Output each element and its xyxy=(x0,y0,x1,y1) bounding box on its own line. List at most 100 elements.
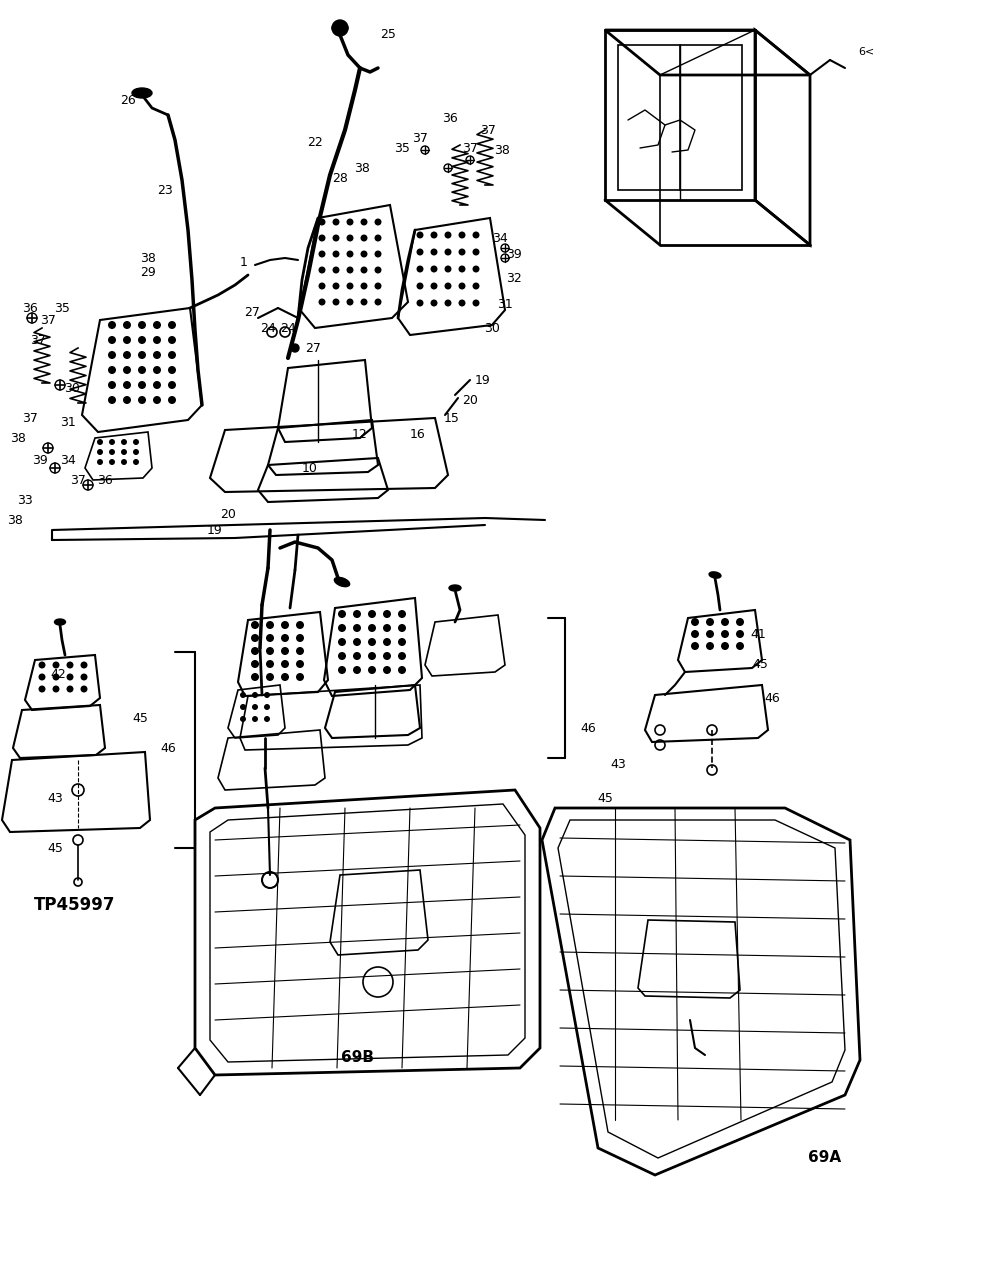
Circle shape xyxy=(346,267,353,273)
Circle shape xyxy=(291,345,299,352)
Text: 25: 25 xyxy=(380,28,396,42)
Circle shape xyxy=(332,20,348,36)
Circle shape xyxy=(240,704,246,709)
Text: 39: 39 xyxy=(32,453,48,467)
Circle shape xyxy=(153,382,161,389)
Circle shape xyxy=(346,299,353,305)
Circle shape xyxy=(138,351,146,359)
Circle shape xyxy=(281,660,289,669)
Circle shape xyxy=(109,459,115,464)
Circle shape xyxy=(264,692,270,698)
Circle shape xyxy=(458,300,465,306)
Text: 37: 37 xyxy=(70,473,86,486)
Circle shape xyxy=(691,618,699,627)
Circle shape xyxy=(168,322,176,329)
Circle shape xyxy=(374,250,381,258)
Circle shape xyxy=(296,634,304,642)
Circle shape xyxy=(332,235,339,241)
Circle shape xyxy=(108,351,116,359)
Circle shape xyxy=(332,282,339,290)
Text: 24: 24 xyxy=(280,322,295,334)
Circle shape xyxy=(353,666,361,674)
Circle shape xyxy=(332,299,339,305)
Circle shape xyxy=(368,610,376,618)
Circle shape xyxy=(109,439,115,445)
Circle shape xyxy=(721,630,729,638)
Circle shape xyxy=(318,235,325,241)
Circle shape xyxy=(458,265,465,273)
Text: 20: 20 xyxy=(462,393,478,407)
Text: 46: 46 xyxy=(160,741,176,754)
Circle shape xyxy=(296,647,304,655)
Circle shape xyxy=(108,396,116,404)
Circle shape xyxy=(416,231,423,239)
Circle shape xyxy=(736,642,744,649)
Text: 33: 33 xyxy=(17,494,33,507)
Circle shape xyxy=(691,630,699,638)
Text: 30: 30 xyxy=(484,322,500,334)
Text: 34: 34 xyxy=(60,453,76,467)
Circle shape xyxy=(81,661,88,669)
Circle shape xyxy=(444,265,451,273)
Circle shape xyxy=(168,351,176,359)
Circle shape xyxy=(736,618,744,627)
Circle shape xyxy=(706,642,714,649)
Text: 36: 36 xyxy=(442,111,458,125)
Circle shape xyxy=(108,336,116,345)
Text: 45: 45 xyxy=(752,658,767,671)
Circle shape xyxy=(374,267,381,273)
Circle shape xyxy=(39,674,46,680)
Circle shape xyxy=(353,610,361,618)
Text: 27: 27 xyxy=(305,342,321,355)
Circle shape xyxy=(374,299,381,305)
Circle shape xyxy=(138,322,146,329)
Circle shape xyxy=(266,660,274,669)
Circle shape xyxy=(266,621,274,629)
Text: 43: 43 xyxy=(47,791,63,804)
Circle shape xyxy=(121,459,127,464)
Circle shape xyxy=(472,249,479,255)
Text: 31: 31 xyxy=(497,299,513,311)
Circle shape xyxy=(240,692,246,698)
Circle shape xyxy=(296,660,304,669)
Circle shape xyxy=(123,351,131,359)
Text: 35: 35 xyxy=(54,301,70,314)
Circle shape xyxy=(368,666,376,674)
Circle shape xyxy=(281,647,289,655)
Text: 45: 45 xyxy=(132,712,148,725)
Circle shape xyxy=(416,282,423,290)
Circle shape xyxy=(444,231,451,239)
Circle shape xyxy=(353,652,361,660)
Circle shape xyxy=(444,300,451,306)
Ellipse shape xyxy=(132,88,152,98)
Circle shape xyxy=(360,299,367,305)
Circle shape xyxy=(251,634,259,642)
Circle shape xyxy=(430,282,437,290)
Text: 23: 23 xyxy=(157,184,173,197)
Circle shape xyxy=(97,459,103,464)
Circle shape xyxy=(53,685,60,693)
Circle shape xyxy=(368,652,376,660)
Circle shape xyxy=(39,661,46,669)
Circle shape xyxy=(691,642,699,649)
Circle shape xyxy=(338,624,346,632)
Text: 39: 39 xyxy=(506,249,522,262)
Circle shape xyxy=(383,624,391,632)
Circle shape xyxy=(281,634,289,642)
Circle shape xyxy=(368,624,376,632)
Circle shape xyxy=(458,249,465,255)
Circle shape xyxy=(318,250,325,258)
Text: 19: 19 xyxy=(208,523,223,536)
Text: 37: 37 xyxy=(480,124,496,137)
Circle shape xyxy=(416,265,423,273)
Circle shape xyxy=(81,685,88,693)
Circle shape xyxy=(318,282,325,290)
Circle shape xyxy=(121,439,127,445)
Circle shape xyxy=(264,716,270,722)
Circle shape xyxy=(138,336,146,345)
Text: 38: 38 xyxy=(140,251,156,264)
Circle shape xyxy=(318,299,325,305)
Circle shape xyxy=(458,231,465,239)
Circle shape xyxy=(153,322,161,329)
Circle shape xyxy=(251,672,259,681)
